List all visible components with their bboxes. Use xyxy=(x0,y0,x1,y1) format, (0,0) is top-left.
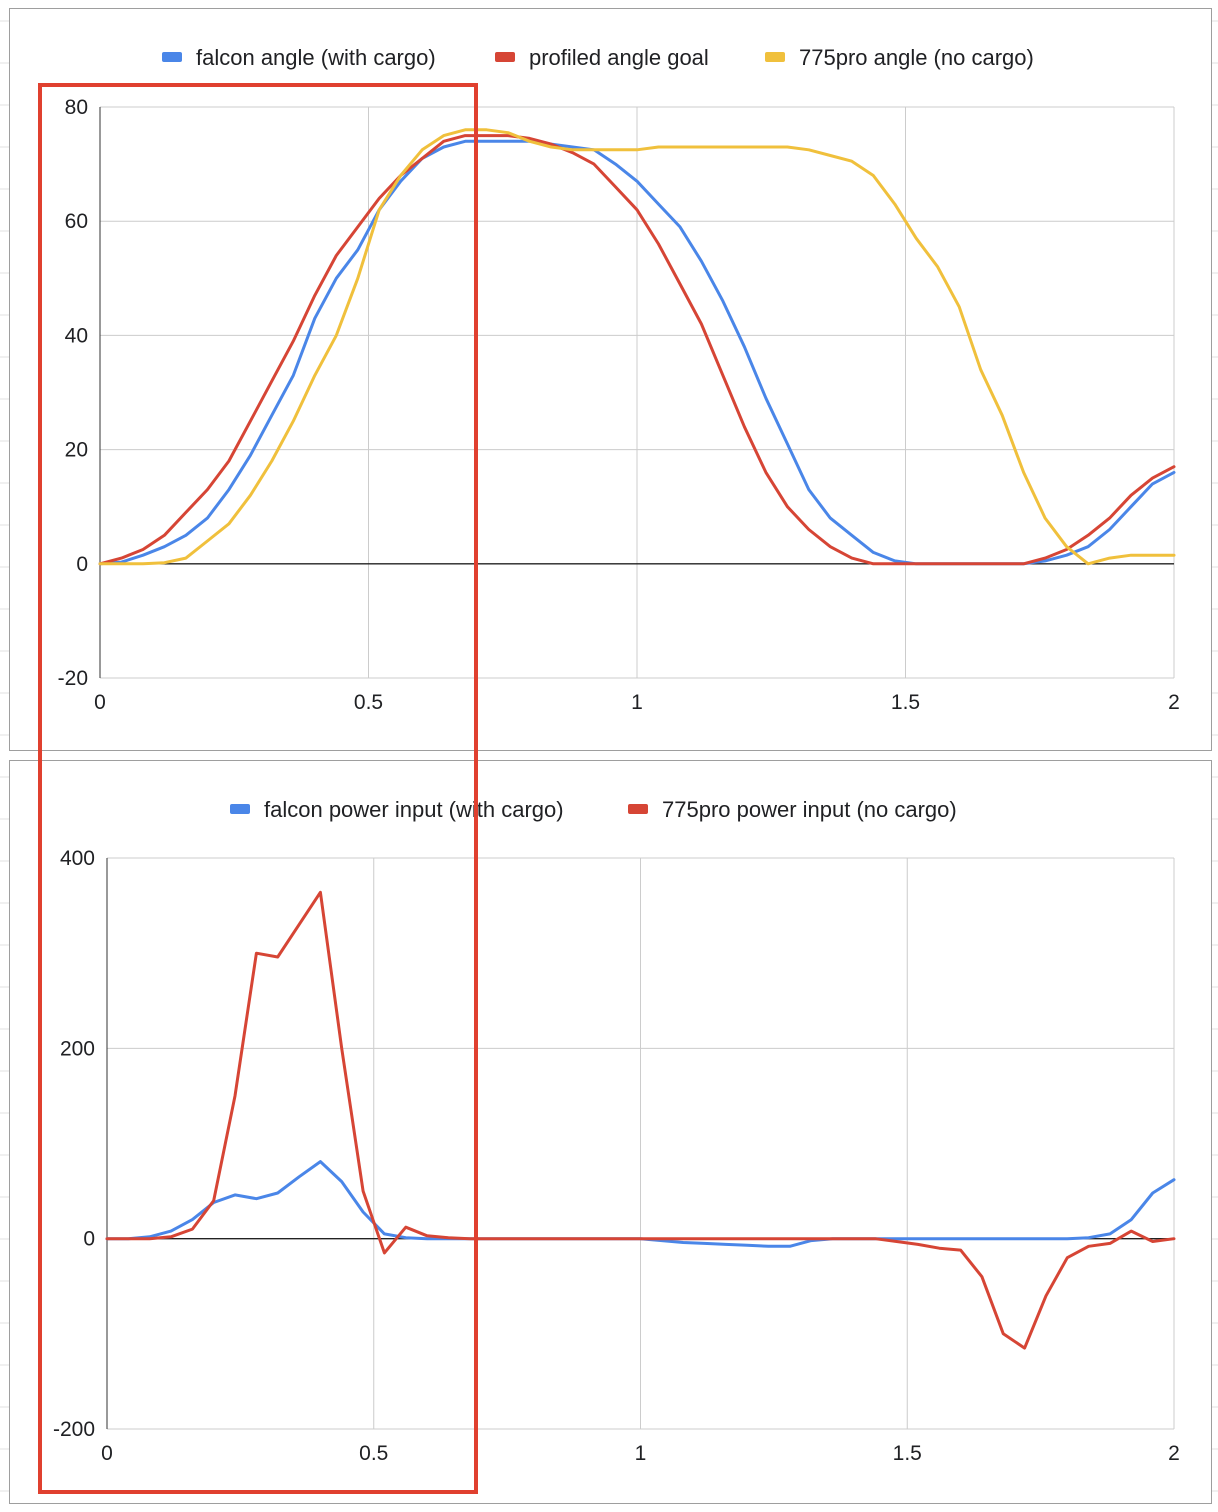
x-tick-label: 1.5 xyxy=(893,1442,922,1465)
legend-label: falcon angle (with cargo) xyxy=(196,45,436,70)
x-tick-label: 0 xyxy=(94,691,106,714)
power-chart-panel[interactable]: 0 0.5 1 1.5 2 -200 0 200 400 falcon power input (… xyxy=(9,760,1212,1504)
series-line-3 xyxy=(98,128,1176,566)
x-tick-label: 0.5 xyxy=(359,1442,388,1465)
y-tick-label: 60 xyxy=(65,210,88,233)
legend-label: falcon power input (with cargo) xyxy=(264,797,564,822)
power-chart: 0 0.5 1 1.5 2 -200 0 200 400 falcon power input (… xyxy=(53,797,1180,1465)
y-tick-label: 400 xyxy=(60,847,95,870)
series-line-2 xyxy=(98,134,1176,566)
y-tick-label: 200 xyxy=(60,1037,95,1060)
legend-label: profiled angle goal xyxy=(529,45,709,70)
y-tick-label: 80 xyxy=(65,96,88,119)
x-tick-label: 1 xyxy=(631,691,643,714)
legend-label: 775pro angle (no cargo) xyxy=(799,45,1034,70)
legend-swatch xyxy=(495,52,515,62)
x-tick-label: 1 xyxy=(635,1442,647,1465)
legend-swatch xyxy=(230,804,250,814)
legend-swatch xyxy=(765,52,785,62)
y-tick-label: -20 xyxy=(58,667,88,690)
y-tick-label: -200 xyxy=(53,1418,95,1441)
x-tick-label: 2 xyxy=(1168,1442,1180,1465)
x-tick-label: 2 xyxy=(1168,691,1180,714)
x-tick-label: 0 xyxy=(101,1442,113,1465)
series-line-2 xyxy=(105,890,1176,1350)
y-tick-label: 40 xyxy=(65,324,88,347)
y-tick-label: 0 xyxy=(83,1228,95,1251)
x-tick-label: 1.5 xyxy=(891,691,920,714)
legend-swatch xyxy=(162,52,182,62)
legend-label: 775pro power input (no cargo) xyxy=(662,797,957,822)
angle-chart-panel[interactable]: 0 0.5 1 1.5 2 -20 0 20 40 60 80 falcon angle (with … xyxy=(9,8,1212,751)
y-tick-label: 0 xyxy=(76,553,88,576)
angle-chart: 0 0.5 1 1.5 2 -20 0 20 40 60 80 falcon angle (with … xyxy=(58,45,1180,714)
x-tick-label: 0.5 xyxy=(354,691,383,714)
y-tick-label: 20 xyxy=(65,439,88,462)
legend-swatch xyxy=(628,804,648,814)
